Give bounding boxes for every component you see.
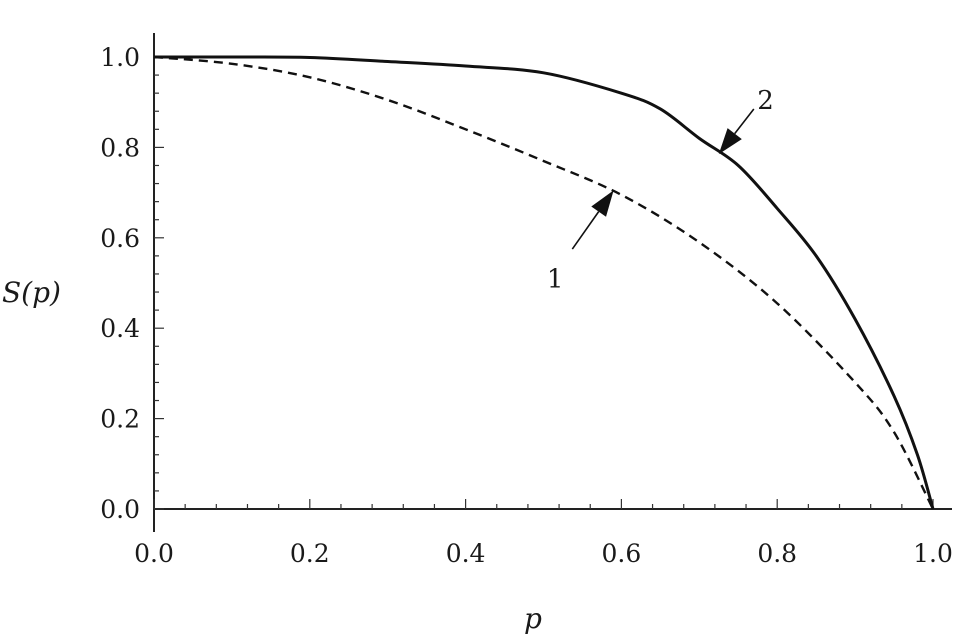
x-tick-label: 0.2 — [290, 539, 330, 568]
x-tick-label: 0.8 — [757, 539, 797, 568]
annotation-arrow-head — [591, 190, 614, 217]
x-tick-label: 0.6 — [602, 539, 642, 568]
annotation-label: 2 — [757, 86, 774, 116]
annotation-arrow-head — [718, 128, 742, 155]
x-tick-label: 0.4 — [446, 539, 486, 568]
y-tick-label: 0.4 — [100, 314, 140, 343]
annotation-arrow-shaft — [571, 211, 600, 250]
x-tick-label: 1.0 — [913, 539, 953, 568]
x-axis-title: p — [524, 602, 542, 635]
y-tick-label: 1.0 — [100, 43, 140, 72]
annotations: 12 — [547, 86, 774, 295]
annotation-arrow-shaft — [734, 108, 755, 135]
y-tick-label: 0.2 — [100, 405, 140, 434]
ticks: 0.0 0.2 0.4 0.6 0.8 1.0 0.0 0.2 0.4 0.6 0.8 1.0 — [100, 43, 953, 568]
y-tick-label: 0.6 — [100, 224, 140, 253]
series-1-line — [153, 55, 935, 510]
annotation-label: 1 — [547, 264, 564, 294]
series-group — [153, 55, 935, 510]
series-2-line — [153, 55, 935, 510]
y-tick-label: 0.8 — [100, 133, 140, 162]
x-tick-label: 0.0 — [134, 539, 174, 568]
axes — [153, 33, 952, 532]
y-tick-label: 0.0 — [100, 495, 140, 524]
y-axis-title: S(p) — [2, 276, 61, 309]
